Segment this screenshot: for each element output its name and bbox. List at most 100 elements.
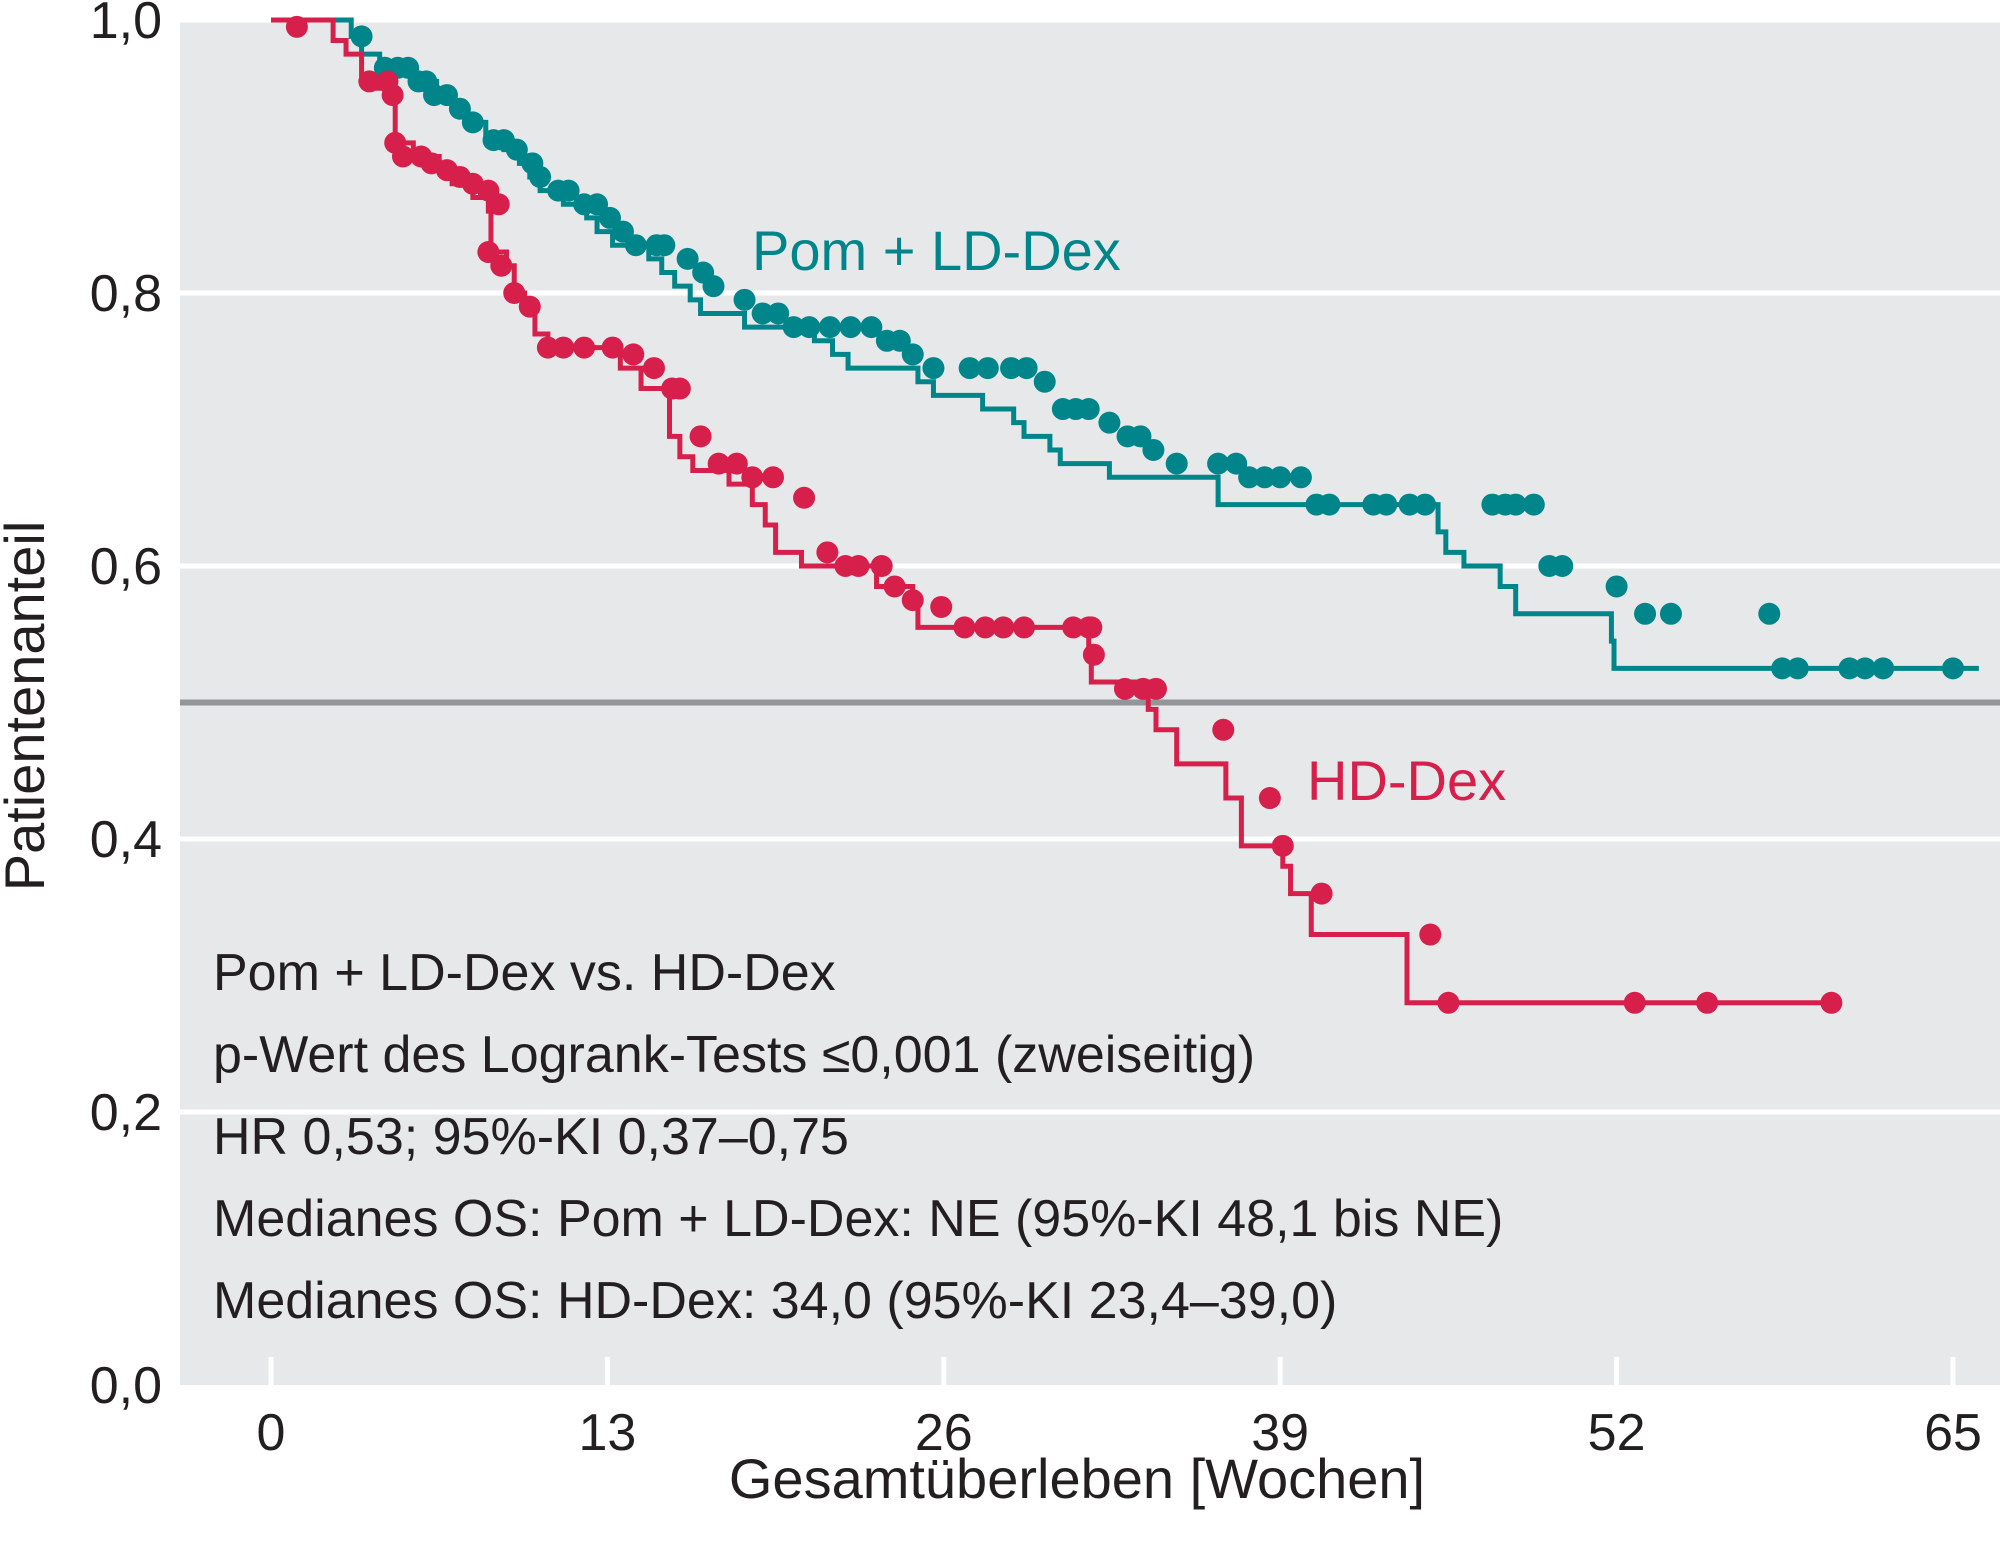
censor-marker: [435, 84, 458, 107]
censor-marker: [1437, 991, 1460, 1014]
censor-marker: [1375, 493, 1398, 516]
censor-marker: [1942, 657, 1964, 680]
y-tick-label: 1,0: [90, 0, 162, 50]
y-tick-label: 0,8: [90, 265, 162, 323]
censor-marker: [798, 316, 821, 339]
censor-marker: [1786, 657, 1809, 680]
censor-marker: [1207, 452, 1230, 475]
censor-marker: [888, 329, 911, 352]
censor-marker: [1854, 657, 1877, 680]
series-label-pom-ld-dex: Pom + LD-Dex: [752, 219, 1121, 282]
censor-marker: [622, 343, 645, 366]
censor-marker: [1398, 493, 1421, 516]
censor-marker: [350, 25, 373, 48]
censor-marker: [725, 452, 748, 475]
x-tick-label: 26: [915, 1404, 973, 1462]
censor-marker: [818, 316, 841, 339]
censor-marker: [1142, 438, 1165, 461]
censor-marker: [1522, 493, 1545, 516]
y-tick-label: 0,6: [90, 538, 162, 596]
censor-marker: [557, 179, 580, 202]
y-axis-title: Patientenanteil: [0, 521, 56, 892]
censor-marker: [767, 302, 790, 325]
censor-marker: [751, 302, 774, 325]
censor-marker: [1696, 991, 1719, 1014]
censor-marker: [391, 145, 414, 168]
censor-marker: [1872, 657, 1895, 680]
censor-marker: [1098, 411, 1121, 434]
y-tick-label: 0,2: [90, 1084, 162, 1142]
censor-marker: [1551, 555, 1574, 577]
censor-marker: [707, 452, 730, 475]
censor-marker: [1414, 493, 1437, 516]
censor-marker: [676, 247, 699, 270]
censor-marker: [1659, 602, 1682, 625]
censor-marker: [816, 541, 839, 564]
censor-marker: [1605, 575, 1628, 598]
censor-marker: [1310, 882, 1333, 905]
censor-marker: [552, 336, 575, 359]
censor-marker: [883, 575, 906, 598]
censor-marker: [477, 241, 500, 264]
censor-marker: [839, 316, 862, 339]
censor-marker: [1080, 616, 1103, 639]
censor-marker: [624, 234, 647, 257]
series-label-hd-dex: HD-Dex: [1307, 749, 1506, 812]
statistics-annotation: Pom + LD-Dex vs. HD-Dex p-Wert des Logra…: [213, 944, 1503, 1330]
censor-marker: [490, 254, 513, 277]
censor-marker: [1289, 466, 1312, 489]
censor-marker: [1758, 602, 1781, 625]
censor-marker: [1113, 677, 1136, 700]
censor-marker: [1033, 370, 1056, 393]
censor-marker: [448, 97, 471, 120]
censor-marker: [1271, 834, 1294, 857]
censor-marker: [586, 193, 609, 216]
censor-marker: [1165, 452, 1188, 475]
censor-marker: [930, 595, 953, 618]
censor-marker: [1253, 466, 1276, 489]
censor-marker: [1225, 452, 1248, 475]
censor-marker: [958, 357, 981, 380]
x-tick-label: 0: [257, 1404, 286, 1462]
censor-marker: [782, 316, 805, 339]
censor-marker: [653, 234, 676, 257]
censor-marker: [1082, 643, 1105, 666]
censor-marker: [668, 377, 691, 400]
censor-marker: [860, 316, 883, 339]
y-tick-label: 0,4: [90, 811, 162, 869]
censor-marker: [1820, 991, 1843, 1014]
censor-marker: [976, 357, 999, 380]
censor-marker: [518, 295, 541, 318]
censor-marker: [1634, 602, 1657, 625]
annotation-hazard-ratio: HR 0,53; 95%-KI 0,37–0,75: [213, 1108, 849, 1166]
censor-marker: [762, 466, 785, 489]
censor-marker: [689, 425, 712, 448]
annotation-median-os-hd: Medianes OS: HD-Dex: 34,0 (95%-KI 23,4–3…: [213, 1272, 1337, 1330]
censor-marker: [847, 555, 870, 577]
censor-marker: [1062, 616, 1085, 639]
y-tick-label: 0,0: [90, 1357, 162, 1415]
censor-marker: [1623, 991, 1646, 1014]
censor-marker: [1129, 425, 1152, 448]
censor-marker: [503, 282, 526, 304]
censor-marker: [601, 336, 624, 359]
censor-marker: [901, 589, 924, 612]
y-axis-ticks: 0,0 0,2 0,4 0,6 0,8 1,0: [90, 0, 162, 1415]
censor-marker: [529, 165, 552, 188]
censor-marker: [487, 193, 510, 216]
censor-marker: [1212, 718, 1235, 741]
censor-marker: [611, 220, 634, 243]
x-tick-label: 13: [578, 1404, 636, 1462]
censor-marker: [733, 288, 756, 311]
censor-marker: [1504, 493, 1527, 516]
censor-marker: [285, 15, 308, 38]
censor-marker: [573, 336, 596, 359]
x-tick-label: 39: [1251, 1404, 1309, 1462]
censor-marker: [741, 466, 764, 489]
x-tick-label: 65: [1924, 1404, 1982, 1462]
censor-marker: [974, 616, 997, 639]
censor-marker: [381, 84, 404, 107]
censor-marker: [992, 616, 1015, 639]
annotation-p-value: p-Wert des Logrank-Tests ≤0,001 (zweisei…: [213, 1026, 1255, 1084]
